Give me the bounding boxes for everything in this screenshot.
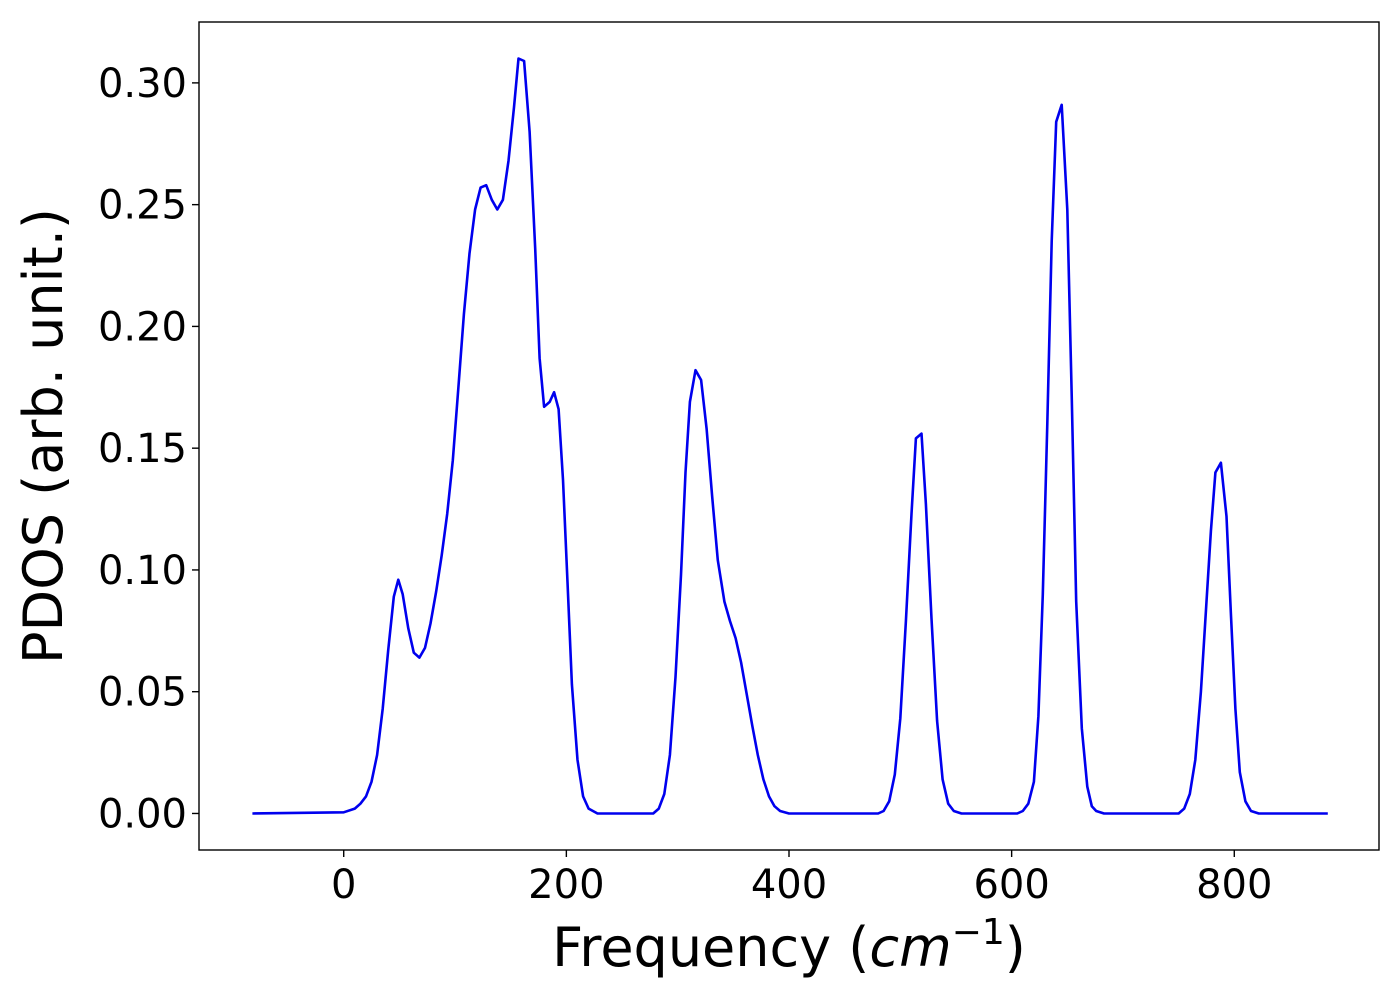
y-tick-label: 0.00 (98, 791, 187, 837)
y-tick-label: 0.25 (98, 183, 187, 229)
x-tick-label: 200 (528, 862, 604, 908)
plot-background (199, 22, 1379, 850)
x-tick-label: 600 (973, 862, 1049, 908)
x-tick-label: 0 (331, 862, 356, 908)
y-tick-label: 0.05 (98, 670, 187, 716)
x-tick-label: 800 (1196, 862, 1272, 908)
plot-frame (198, 21, 1380, 851)
x-tick-label: 400 (751, 862, 827, 908)
y-tick-label: 0.30 (98, 61, 187, 107)
pdos-series-line (252, 57, 1328, 815)
y-axis-label: PDOS (arb. unit.) (12, 208, 75, 664)
y-tick-label: 0.20 (98, 304, 187, 350)
y-tick-label: 0.10 (98, 548, 187, 594)
y-tick-label: 0.15 (98, 426, 187, 472)
y-axis-ticks: 0.00 0.05 0.10 0.15 0.20 0.25 0.30 (98, 61, 199, 837)
x-axis-ticks: 0 200 400 600 800 (331, 850, 1272, 908)
x-axis-label: Frequency (cm−1) (552, 912, 1026, 979)
